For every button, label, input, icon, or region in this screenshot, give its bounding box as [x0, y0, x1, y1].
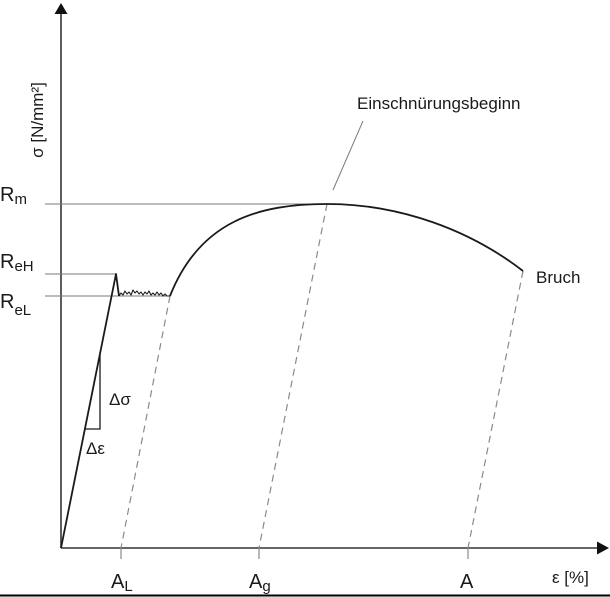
al-main: A	[111, 571, 125, 593]
dashed-unloading-lines	[120, 203, 524, 549]
y-marker-rm: Rm	[0, 184, 27, 208]
svg-text:ReL: ReL	[0, 291, 31, 319]
x-marker-a: A	[460, 571, 474, 593]
necking-label: Einschnürungsbeginn	[357, 94, 521, 113]
svg-text:AL: AL	[111, 571, 133, 595]
x-axis-arrow-icon	[597, 541, 609, 555]
x-marker-al: AL	[111, 571, 133, 595]
ag-sub: g	[262, 578, 270, 595]
rm-main: R	[0, 184, 14, 206]
slope-triangle	[85, 354, 101, 430]
reh-main: R	[0, 251, 14, 273]
ag-dashed-line	[258, 203, 328, 549]
y-marker-rel: ReL	[0, 291, 31, 319]
reh-sub: eH	[14, 258, 33, 275]
hardening-and-necking-segment	[169, 203, 524, 297]
axes	[54, 3, 609, 555]
yield-plateau	[118, 289, 170, 297]
rel-main: R	[0, 291, 14, 313]
al-dashed-line	[120, 295, 171, 549]
x-ticks	[120, 548, 469, 559]
al-sub: L	[124, 578, 132, 595]
a-main: A	[460, 571, 474, 593]
necking-leader-line	[332, 120, 364, 191]
x-axis-label: ε [%]	[552, 568, 589, 587]
stress-strain-curve	[60, 203, 524, 549]
a-dashed-line	[467, 270, 524, 549]
delta-epsilon-label: Δε	[86, 439, 105, 458]
slope-triangle-lines	[85, 354, 101, 430]
svg-text:Rm: Rm	[0, 184, 27, 208]
svg-text:ReH: ReH	[0, 251, 34, 275]
fracture-label: Bruch	[536, 268, 580, 287]
x-marker-ag: Ag	[249, 571, 271, 595]
rm-sub: m	[14, 191, 27, 208]
elastic-segment	[60, 273, 120, 549]
y-axis-arrow-icon	[54, 3, 68, 14]
rel-sub: eL	[14, 302, 31, 319]
y-marker-reh: ReH	[0, 251, 34, 275]
ag-main: A	[249, 571, 263, 593]
y-axis-label: σ [N/mm²]	[28, 82, 47, 158]
svg-text:Ag: Ag	[249, 571, 271, 595]
delta-sigma-label: Δσ	[109, 390, 131, 409]
svg-text:A: A	[460, 571, 474, 593]
guide-lines	[45, 203, 327, 297]
